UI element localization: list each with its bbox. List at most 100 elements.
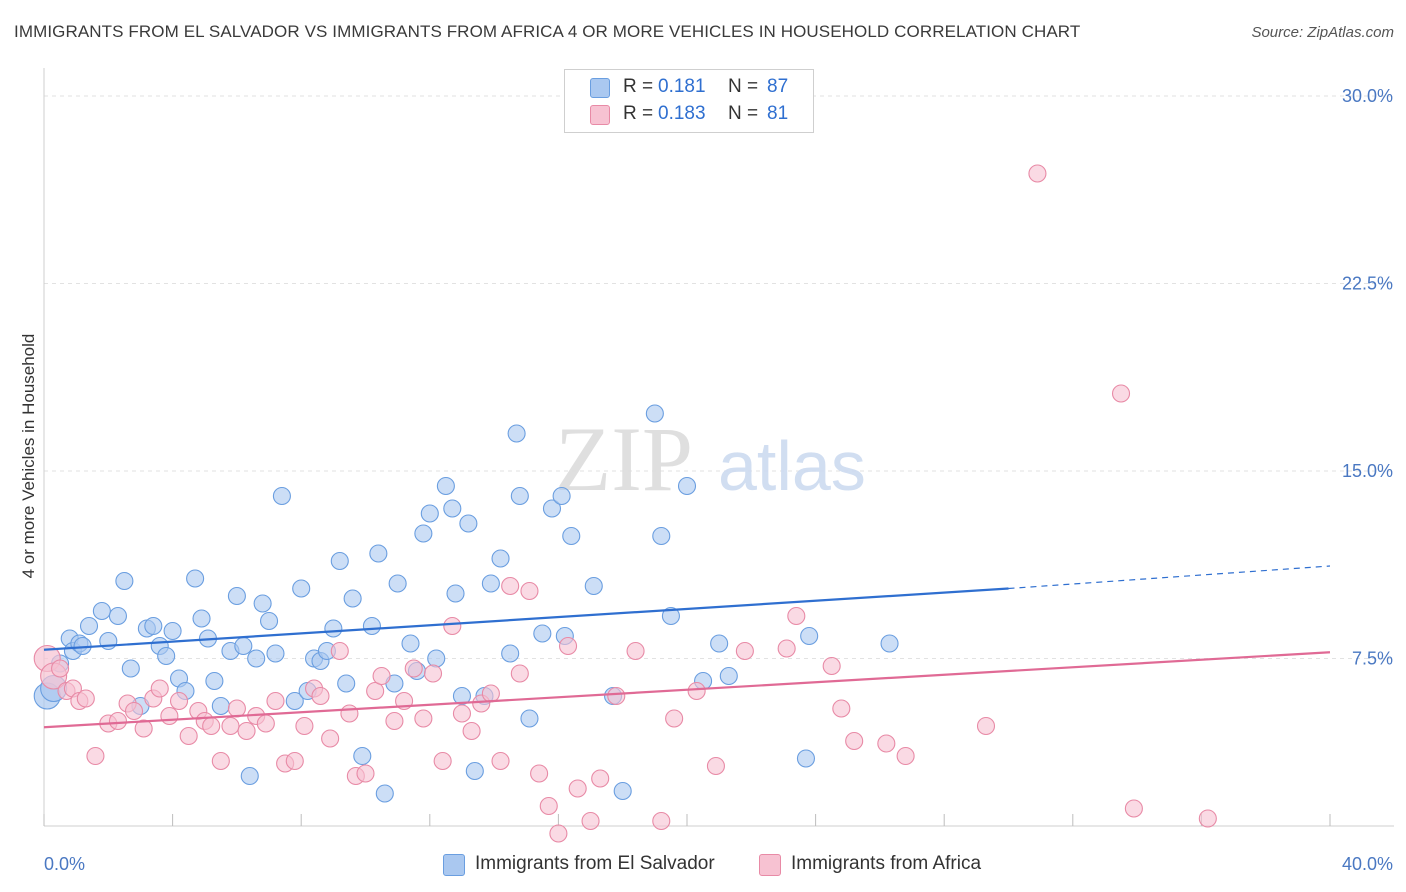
data-point	[491, 549, 510, 568]
data-point	[520, 709, 539, 728]
data-point	[420, 504, 439, 523]
data-point	[211, 751, 230, 771]
n-value: 87	[767, 76, 789, 97]
data-point	[507, 424, 526, 443]
n-label: N =	[728, 103, 759, 124]
data-point	[665, 709, 684, 728]
data-point	[227, 699, 246, 718]
data-point	[706, 756, 725, 776]
data-point	[343, 589, 362, 608]
data-point	[76, 689, 95, 708]
data-point	[549, 824, 568, 843]
data-point	[491, 751, 510, 771]
y-tick-label: 15.0%	[1342, 461, 1393, 481]
data-point	[581, 811, 600, 831]
data-point	[465, 761, 484, 781]
data-point	[687, 681, 706, 701]
data-point	[710, 634, 729, 653]
data-point	[607, 686, 626, 706]
data-point	[845, 731, 864, 751]
data-point	[562, 526, 581, 546]
data-point	[266, 644, 285, 663]
data-point	[311, 686, 330, 706]
data-point	[510, 486, 529, 506]
data-point	[356, 764, 375, 783]
data-point	[353, 746, 372, 766]
data-point	[443, 616, 462, 636]
data-point	[591, 769, 610, 788]
data-point	[266, 691, 285, 711]
r-value: 0.181	[658, 76, 706, 97]
data-point	[645, 404, 664, 423]
trend-line-africa	[43, 651, 1331, 729]
data-point	[443, 499, 462, 518]
data-point	[533, 624, 552, 643]
data-point	[108, 711, 127, 731]
data-point	[414, 709, 433, 728]
n-value: 81	[767, 103, 789, 124]
trend-lines	[43, 565, 1331, 729]
data-point	[150, 679, 169, 698]
trend-line-el-salvador	[43, 587, 1009, 651]
data-point	[626, 641, 645, 661]
legend-label: Immigrants from El Salvador	[475, 853, 715, 874]
data-point	[366, 681, 385, 701]
watermark: ZIP atlas	[555, 408, 866, 510]
data-point	[259, 611, 279, 631]
data-point	[800, 626, 819, 646]
watermark-zip: ZIP	[555, 408, 693, 510]
data-point	[253, 594, 272, 613]
data-point	[427, 649, 446, 668]
data-point	[613, 781, 632, 801]
data-point	[436, 476, 455, 496]
data-point	[160, 706, 179, 726]
data-point	[880, 634, 899, 653]
data-point	[652, 526, 671, 546]
data-point	[510, 664, 529, 683]
data-point	[227, 586, 246, 606]
data-point	[896, 746, 915, 766]
data-point	[677, 476, 697, 496]
data-point	[115, 571, 134, 591]
data-point	[462, 721, 481, 741]
data-point	[501, 644, 520, 663]
data-point	[240, 766, 259, 786]
data-point	[285, 751, 304, 771]
data-point	[247, 649, 266, 668]
data-point	[481, 684, 500, 703]
data-point	[385, 711, 404, 731]
data-point	[401, 634, 420, 653]
data-point	[520, 581, 539, 601]
data-point	[787, 606, 806, 626]
legend-swatch-el-salvador	[443, 854, 465, 876]
x-tick-label: 0.0%	[44, 854, 85, 874]
y-tick-label: 7.5%	[1352, 649, 1393, 669]
data-point	[256, 714, 275, 733]
data-point	[330, 551, 349, 571]
r-value: 0.183	[658, 103, 706, 124]
data-point	[530, 764, 549, 783]
data-point	[1198, 809, 1217, 828]
data-point	[292, 579, 311, 598]
data-point	[375, 784, 394, 803]
data-point	[735, 641, 754, 661]
data-point	[481, 574, 500, 593]
data-point	[324, 619, 343, 638]
data-points	[33, 164, 1217, 843]
data-point	[652, 811, 671, 831]
data-point	[459, 514, 478, 533]
data-point	[169, 691, 189, 711]
data-point	[186, 569, 205, 588]
data-point	[234, 636, 253, 656]
data-point	[211, 696, 230, 716]
data-point	[157, 646, 176, 666]
data-point	[86, 746, 105, 766]
data-point	[51, 659, 70, 678]
data-point	[92, 601, 111, 621]
data-point	[404, 659, 423, 678]
data-point	[121, 659, 140, 678]
data-point	[163, 621, 182, 641]
data-point	[452, 704, 472, 723]
data-point	[1028, 164, 1047, 183]
grid-lines	[44, 95, 1394, 659]
